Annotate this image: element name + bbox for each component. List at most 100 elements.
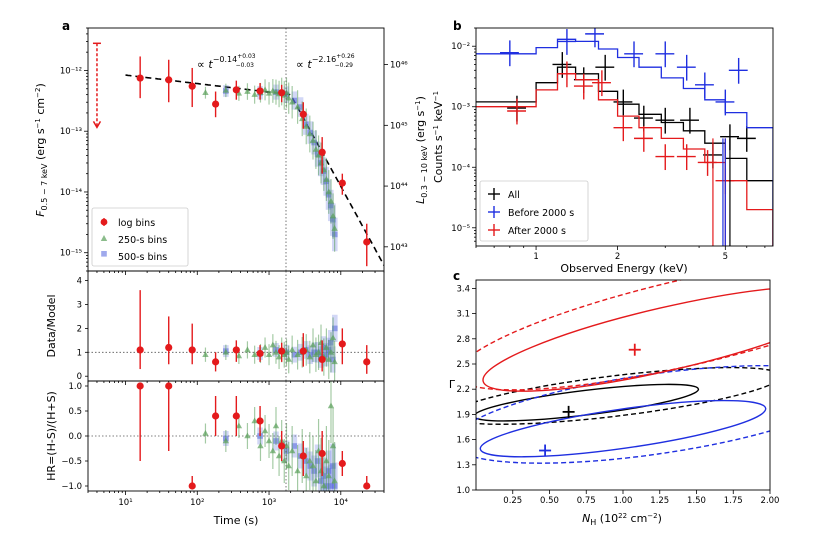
log-bin-point: [232, 86, 240, 94]
hr-tick-label: 0.0: [68, 432, 82, 442]
bin500-point: [291, 351, 298, 358]
log-bin-point: [299, 452, 307, 460]
bin500-point: [291, 443, 298, 449]
x-tick-label: 10¹: [118, 498, 132, 508]
ratio-tick-label: 3: [77, 300, 82, 310]
bin250-point: [303, 472, 310, 479]
hr-y-label: HR=(H-S)/(H+S): [45, 391, 58, 481]
legend-label: All: [508, 190, 520, 201]
flux-tick-label: 10⁻¹⁵: [60, 249, 82, 259]
bin250-point: [202, 430, 209, 436]
flux-tick-label: 10⁻¹⁴: [60, 188, 83, 198]
lum-tick-label: 10⁴⁶: [390, 61, 408, 71]
confidence-contour: [479, 399, 767, 458]
bin250-point: [306, 130, 314, 137]
spectrum-legend: All Before 2000 s After 2000 s: [479, 180, 589, 242]
log-bin-point: [363, 358, 371, 366]
bin500-point: [332, 325, 338, 332]
log-bin-point: [278, 347, 286, 355]
panel-c-contours: 0.25 0.50 0.75 1.00 1.25 1.50 1.75 2.00 1.0 1.3 1.…: [449, 279, 779, 527]
confidence-contour: [476, 364, 770, 464]
spectrum-y-label: Counts s−1 keV−1: [432, 91, 445, 183]
lum-tick-label: 10⁴⁴: [390, 182, 408, 192]
gamma-tick-label: 2.2: [456, 385, 470, 395]
bin250-point: [285, 462, 292, 469]
bin250-point: [325, 355, 332, 362]
bin250-point: [235, 422, 243, 429]
ratio-y-label: Data/Model: [45, 295, 58, 358]
bin250-point: [275, 452, 283, 459]
bin500-point: [311, 349, 317, 356]
bin250-point: [222, 437, 230, 444]
bin250-point: [251, 417, 258, 424]
gamma-tick-label: 1.6: [456, 436, 470, 446]
ratio-tick-label: 2: [77, 324, 82, 334]
log-bin-point: [318, 355, 326, 364]
flux-y-label: F0.5 − 7 keV (erg s−1 cm−2): [34, 83, 49, 217]
flux-legend: log bins 250-s bins 500-s bins: [91, 207, 189, 267]
nh-tick-label: 0.25: [503, 496, 522, 506]
bin250-point: [294, 351, 301, 357]
spectrum-axes-frame: [475, 27, 774, 247]
contour-axes-frame: [475, 279, 771, 491]
energy-tick-label: 5: [723, 252, 728, 262]
bin250-point: [261, 344, 269, 350]
bin250-point: [265, 89, 273, 96]
log-bin-point: [318, 148, 326, 156]
nh-tick-label: 0.50: [540, 496, 559, 506]
counts-tick-label: 10⁻²: [451, 42, 470, 52]
nh-x-label: NH (1022 cm−2): [582, 512, 662, 527]
nh-tick-label: 0.75: [577, 496, 596, 506]
log-bin-point: [363, 482, 371, 490]
log-bin-point: [232, 346, 240, 354]
log-bin-point: [188, 346, 196, 354]
gamma-tick-label: 1.3: [456, 461, 470, 471]
bin250-point: [331, 358, 338, 365]
bin250-point: [306, 457, 314, 464]
bin250-point: [309, 462, 317, 469]
gamma-tick-label: 1.0: [456, 486, 470, 496]
bin250-point: [312, 477, 320, 484]
bin250-point: [265, 351, 273, 357]
bin250-point: [235, 89, 243, 96]
bin500-point: [291, 97, 298, 104]
counts-tick-label: 10⁻³: [451, 103, 470, 113]
hr-tick-label: −0.5: [61, 457, 82, 467]
lum-y-label: L0.3 − 10 keV (erg s−1): [414, 96, 429, 204]
bin250-point: [244, 88, 251, 94]
bin250-point: [320, 482, 328, 489]
legend-log-marker: [100, 218, 108, 226]
bin250-point: [294, 467, 301, 474]
counts-tick-label: 10⁻⁴: [451, 163, 470, 173]
log-bin-point: [136, 382, 144, 390]
log-bin-point: [299, 347, 307, 355]
bin250-point: [222, 86, 230, 93]
bin250-point: [269, 341, 277, 348]
bin250-point: [306, 353, 314, 360]
bin250-point: [265, 437, 273, 444]
gamma-tick-label: 3.1: [456, 310, 470, 320]
lum-tick-label: 10⁴³: [390, 243, 408, 253]
panel-b-spectrum: 1 2 5 10⁻⁵ 10⁻⁴ 10⁻³ 10⁻² Counts s−1 keV−1 Obs…: [432, 27, 774, 275]
log-bin-point: [338, 179, 346, 187]
log-bin-point: [165, 76, 173, 84]
bin250-point: [329, 334, 337, 341]
bin250-point: [294, 103, 301, 110]
bin250-point: [244, 432, 251, 439]
bin250-point: [325, 472, 332, 479]
log-bin-point: [165, 343, 173, 352]
flux-tick-label: 10⁻¹²: [60, 66, 82, 76]
bin250-point: [323, 176, 330, 182]
bin250-point: [331, 225, 338, 231]
bin250-point: [261, 427, 269, 434]
bin250-point: [202, 351, 209, 357]
energy-tick-label: 2: [615, 252, 620, 262]
legend-label: log bins: [118, 218, 155, 229]
upper-limit-arrowhead: [92, 121, 102, 129]
ratio-axes-frame: [87, 270, 385, 382]
panel-label-c: c: [453, 269, 460, 283]
x-tick-label: 10⁴: [334, 498, 349, 508]
bin250-point: [331, 477, 338, 484]
bin250-point: [288, 346, 296, 353]
bin250-point: [257, 442, 264, 449]
